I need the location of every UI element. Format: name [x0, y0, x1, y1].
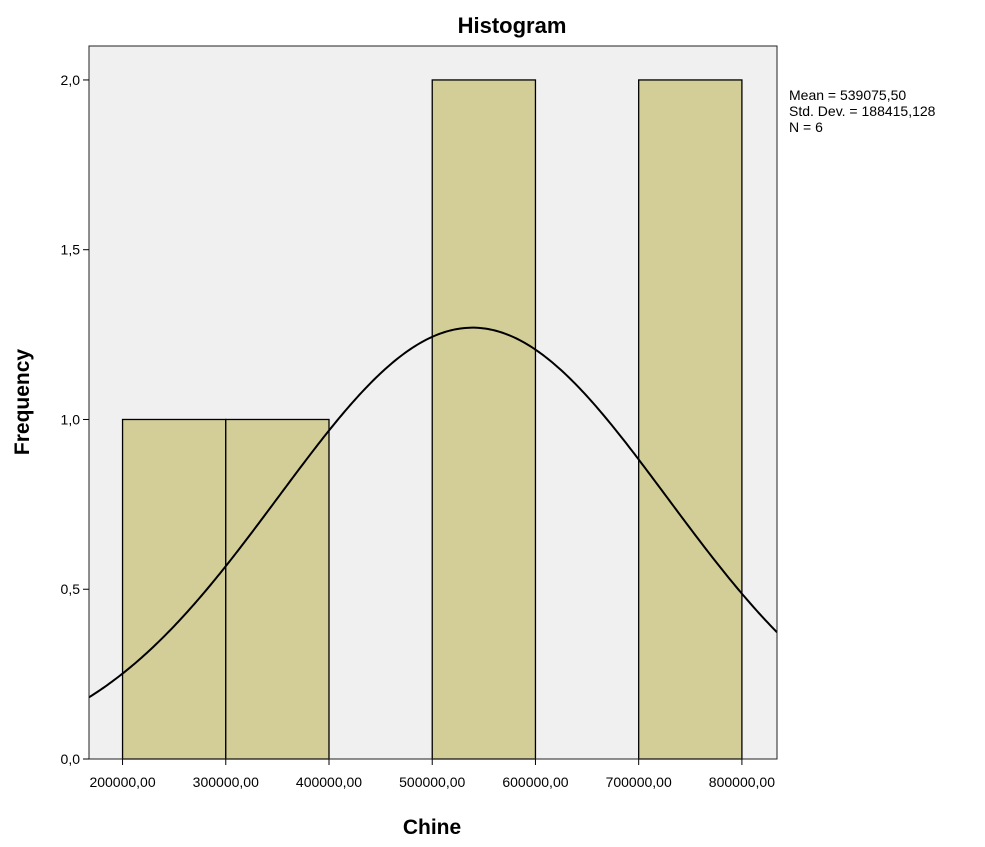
- x-axis-title: Chine: [403, 816, 461, 839]
- x-tick-label-5: 700000,00: [606, 774, 672, 790]
- x-tick-label-2: 400000,00: [296, 774, 362, 790]
- x-tick-label-3: 500000,00: [399, 774, 465, 790]
- x-tick-label-4: 600000,00: [502, 774, 568, 790]
- stats-n: N = 6: [789, 119, 823, 135]
- y-tick-label-2: 1,0: [61, 411, 81, 427]
- stats-mean: Mean = 539075,50: [789, 87, 906, 103]
- normal-curve: [88, 326, 778, 699]
- y-tick-label-3: 1,5: [61, 242, 81, 258]
- y-axis-title: Frequency: [11, 349, 34, 456]
- y-tick-label-4: 2,0: [61, 72, 81, 88]
- y-tick-label-1: 0,5: [61, 581, 81, 597]
- histogram-bar-3: [431, 79, 537, 760]
- x-tick-label-6: 800000,00: [709, 774, 775, 790]
- y-tick-label-0: 0,0: [61, 751, 81, 767]
- chart-title: Histogram: [458, 13, 567, 38]
- histogram-bar-1: [225, 418, 330, 760]
- x-axis: 200000,00 300000,00 400000,00 500000,00 6000…: [89, 759, 775, 790]
- x-tick-label-1: 300000,00: [193, 774, 259, 790]
- plot-frame: [88, 45, 778, 760]
- y-axis: 0,0 0,5 1,0 1,5 2,0: [61, 72, 89, 767]
- normal-curve-layer: [88, 326, 778, 699]
- stats-std-dev: Std. Dev. = 188415,128: [789, 103, 936, 119]
- histogram-bar-5: [638, 79, 743, 760]
- histogram-bar-0: [121, 418, 227, 760]
- bars-layer: [121, 79, 743, 760]
- stats-legend: Mean = 539075,50 Std. Dev. = 188415,128 …: [789, 87, 936, 135]
- x-tick-label-0: 200000,00: [89, 774, 155, 790]
